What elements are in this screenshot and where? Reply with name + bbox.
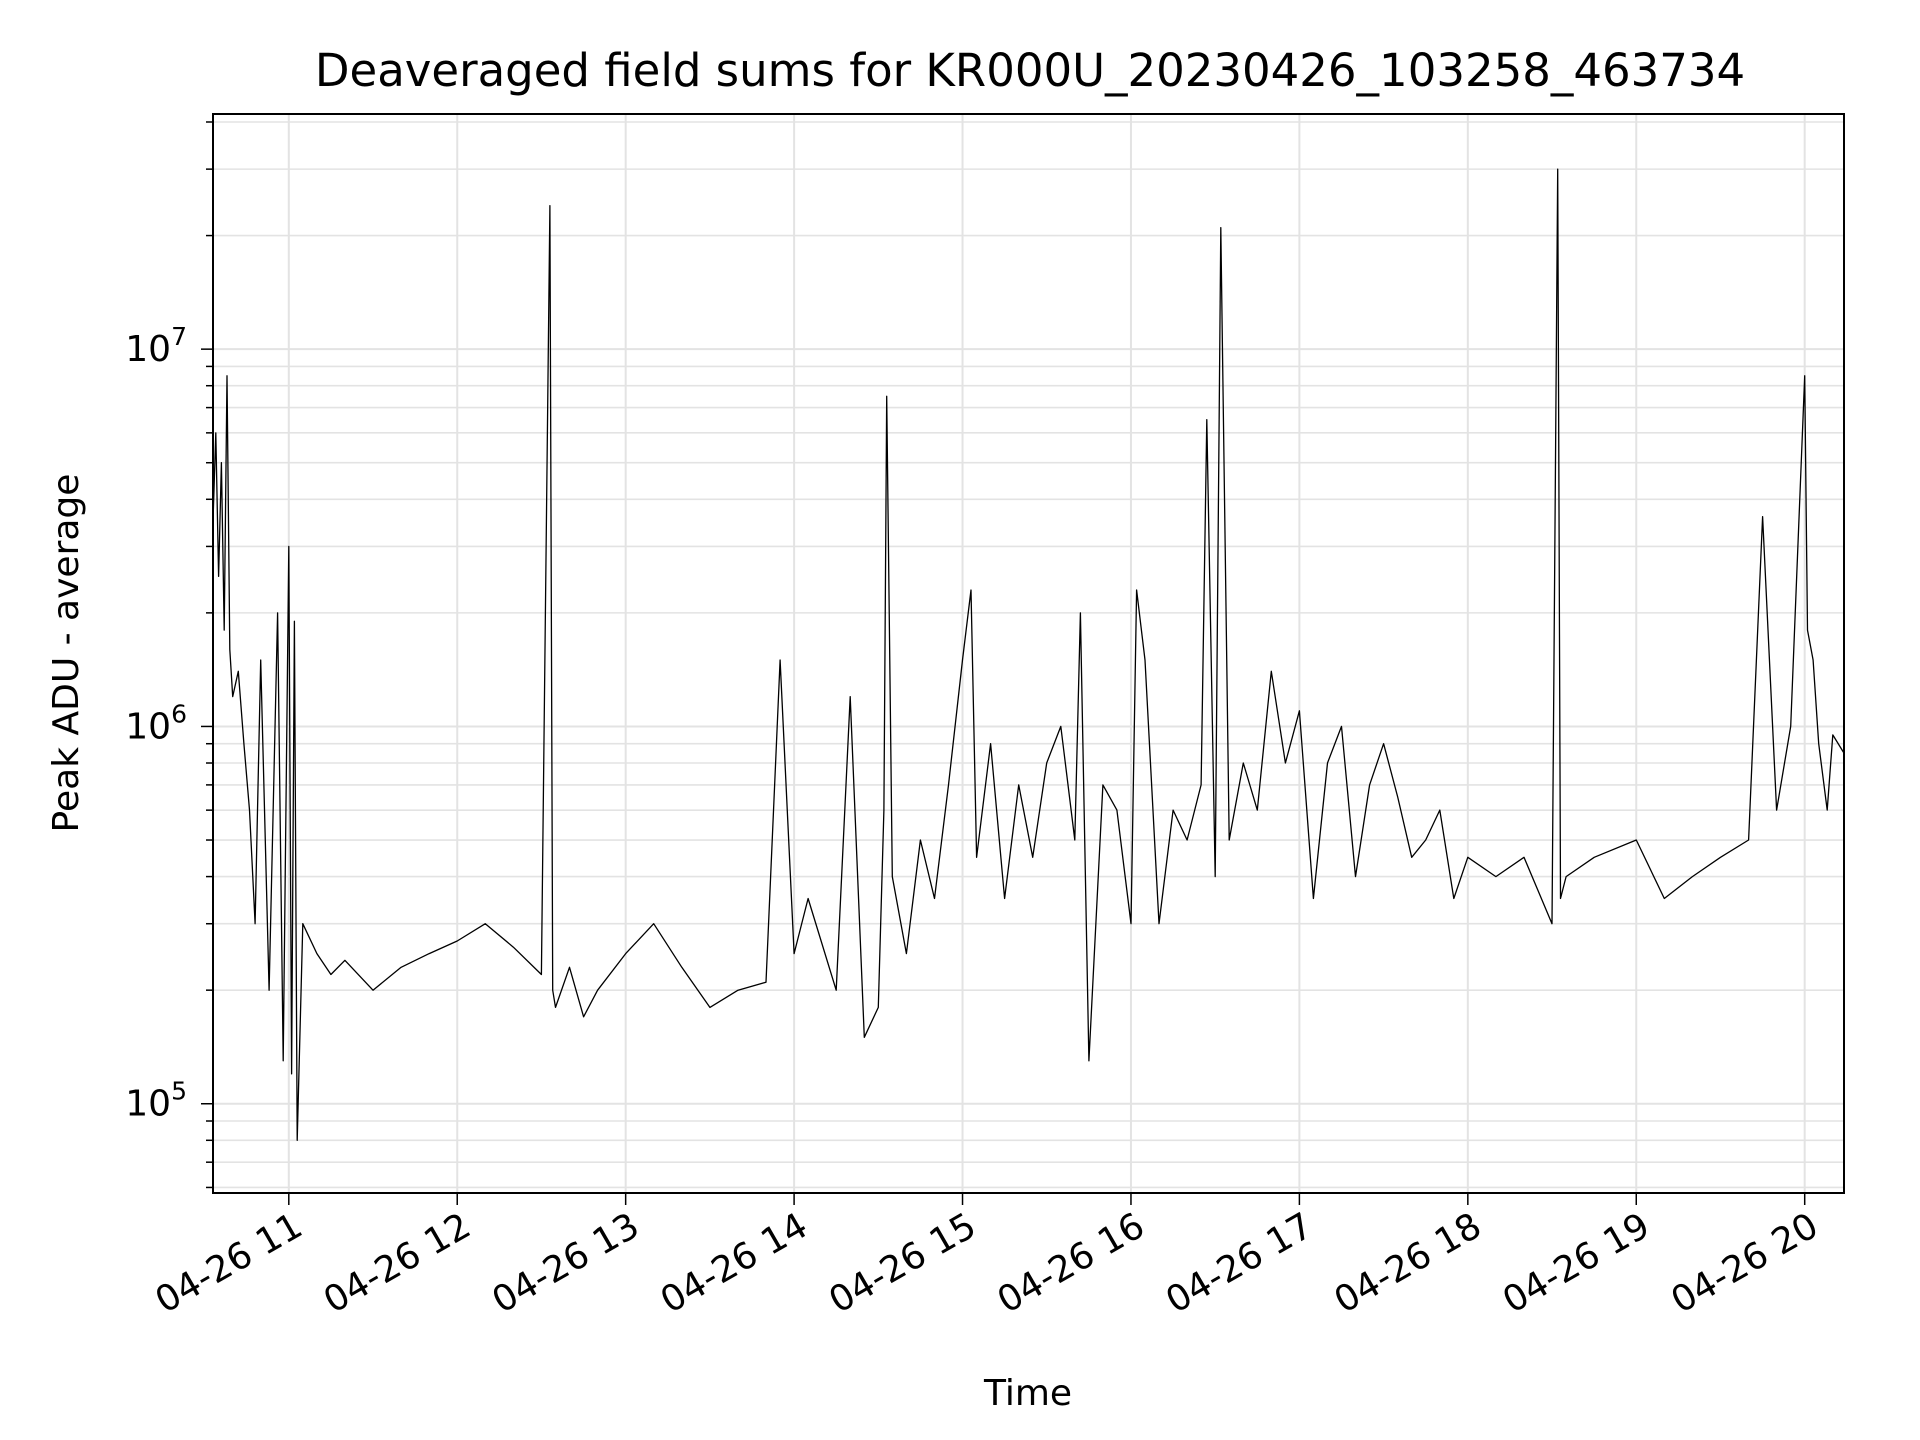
chart-title: Deaveraged field sums for KR000U_2023042…	[315, 44, 1745, 97]
y-tick-label: 107	[125, 322, 187, 370]
y-tick-label: 105	[125, 1077, 187, 1125]
grid	[213, 114, 1844, 1193]
y-axis-label: Peak ADU - average	[46, 474, 87, 833]
data-series-line	[212, 168, 1845, 1141]
y-tick-label: 106	[125, 699, 187, 747]
plot-area-frame	[212, 113, 1845, 1194]
x-axis-label: Time	[983, 1373, 1072, 1414]
y-axis: 105 106 107	[125, 121, 213, 1189]
